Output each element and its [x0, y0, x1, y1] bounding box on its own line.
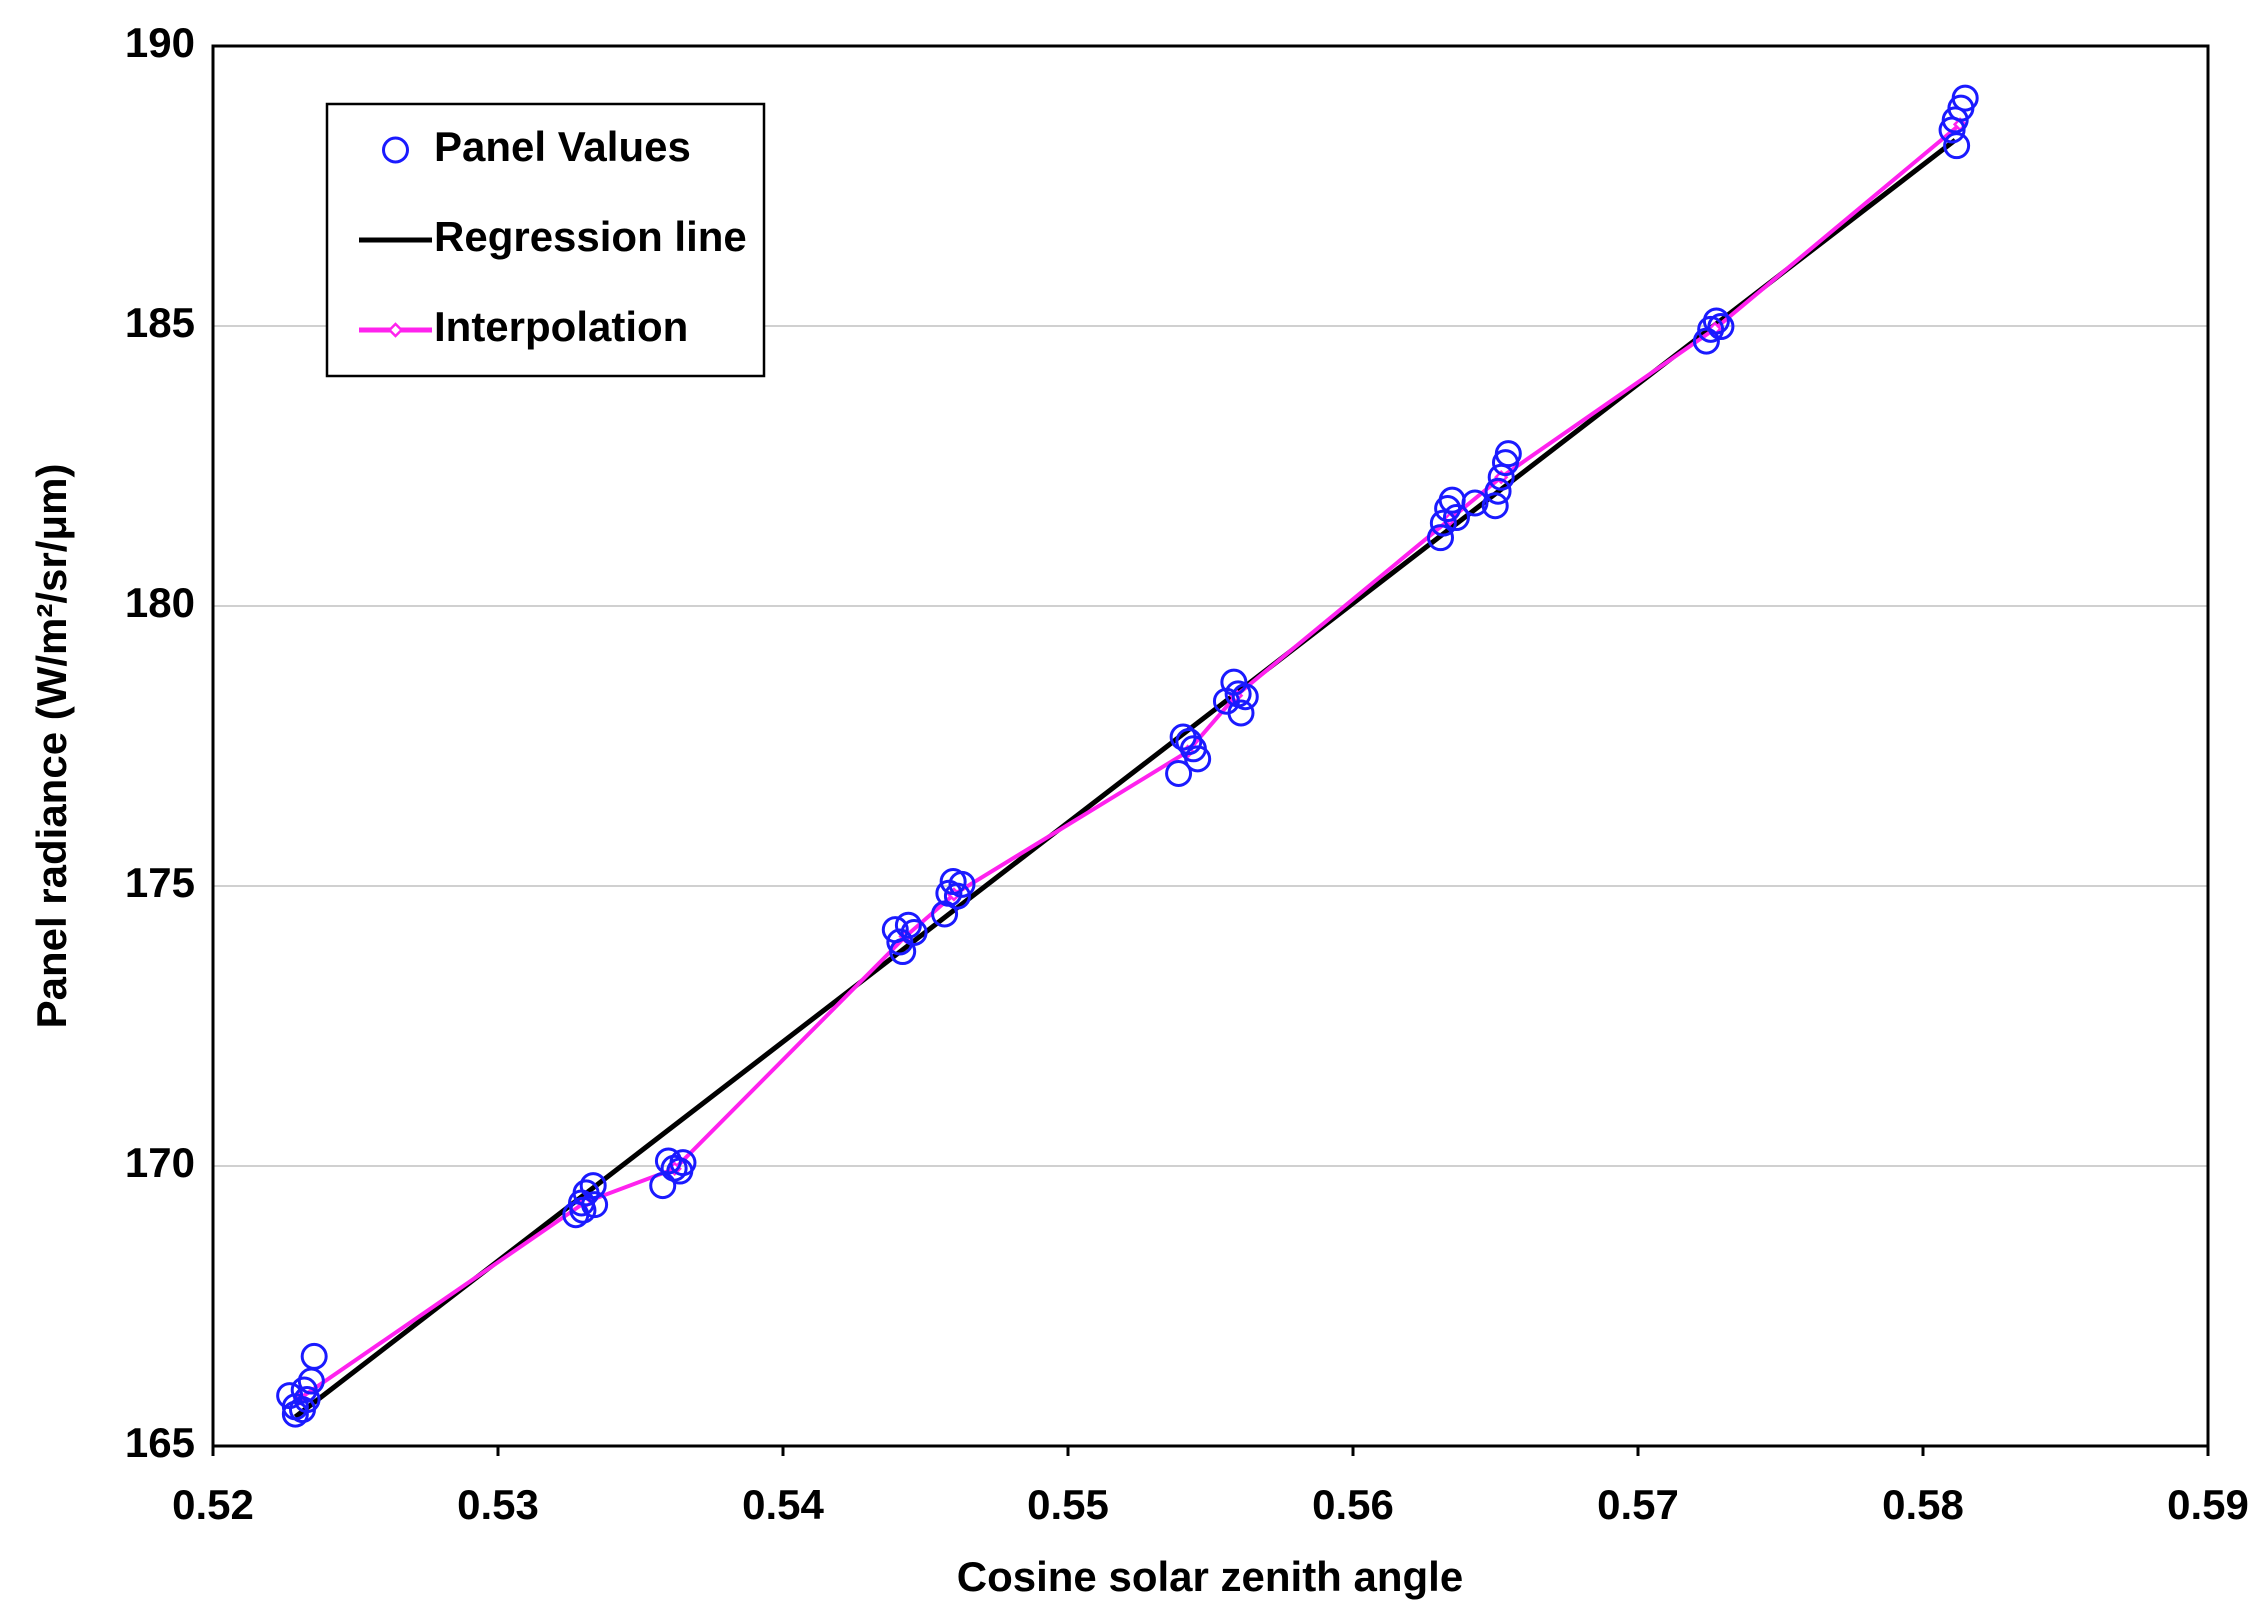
y-tick-label: 165	[125, 1419, 195, 1466]
data-point	[894, 911, 922, 939]
data-point	[1487, 463, 1515, 491]
data-point	[1481, 492, 1509, 520]
x-tick-label: 0.56	[1312, 1481, 1394, 1528]
legend-label: Regression line	[434, 213, 747, 260]
data-point	[1442, 504, 1470, 532]
data-point	[943, 882, 971, 910]
data-point	[1165, 759, 1193, 787]
legend-label: Interpolation	[434, 303, 688, 350]
data-point	[1707, 313, 1735, 341]
x-tick-label: 0.52	[172, 1481, 254, 1528]
data-point	[300, 1342, 328, 1370]
x-tick-label: 0.53	[457, 1481, 539, 1528]
y-tick-label: 190	[125, 19, 195, 66]
data-point	[900, 918, 928, 946]
y-tick-label: 170	[125, 1139, 195, 1186]
data-point	[1951, 84, 1979, 112]
y-axis-title: Panel radiance (W/m²/sr/μm)	[28, 464, 75, 1029]
x-axis-title: Cosine solar zenith angle	[957, 1553, 1463, 1600]
y-tick-label: 180	[125, 579, 195, 626]
legend-marker	[382, 136, 409, 164]
data-point	[569, 1196, 597, 1224]
data-point	[1943, 132, 1971, 160]
data-point	[1175, 728, 1203, 756]
y-tick-label: 175	[125, 859, 195, 906]
data-point	[1494, 440, 1522, 468]
data-point	[281, 1393, 309, 1421]
x-tick-label: 0.57	[1597, 1481, 1679, 1528]
x-tick-label: 0.59	[2167, 1481, 2249, 1528]
legend-label: Panel Values	[434, 123, 691, 170]
data-point	[886, 928, 914, 956]
data-point	[669, 1149, 697, 1177]
x-tick-label: 0.55	[1027, 1481, 1109, 1528]
y-tick-label: 185	[125, 299, 195, 346]
data-point	[948, 870, 976, 898]
data-point	[1438, 486, 1466, 514]
data-point	[1227, 699, 1255, 727]
data-point	[579, 1172, 607, 1200]
data-point	[1429, 509, 1457, 537]
data-point	[1184, 745, 1212, 773]
plot-frame	[211, 44, 2210, 1448]
data-point	[1461, 489, 1489, 517]
data-point	[931, 900, 959, 928]
data-point	[1231, 683, 1259, 711]
data-point	[290, 1376, 318, 1404]
data-point	[1697, 315, 1725, 343]
x-tick-label: 0.58	[1882, 1481, 1964, 1528]
x-tick-label: 0.54	[742, 1481, 824, 1528]
data-point	[1702, 307, 1730, 335]
data-point	[1484, 477, 1512, 505]
data-point	[1426, 524, 1454, 552]
legend-marker	[387, 322, 404, 338]
